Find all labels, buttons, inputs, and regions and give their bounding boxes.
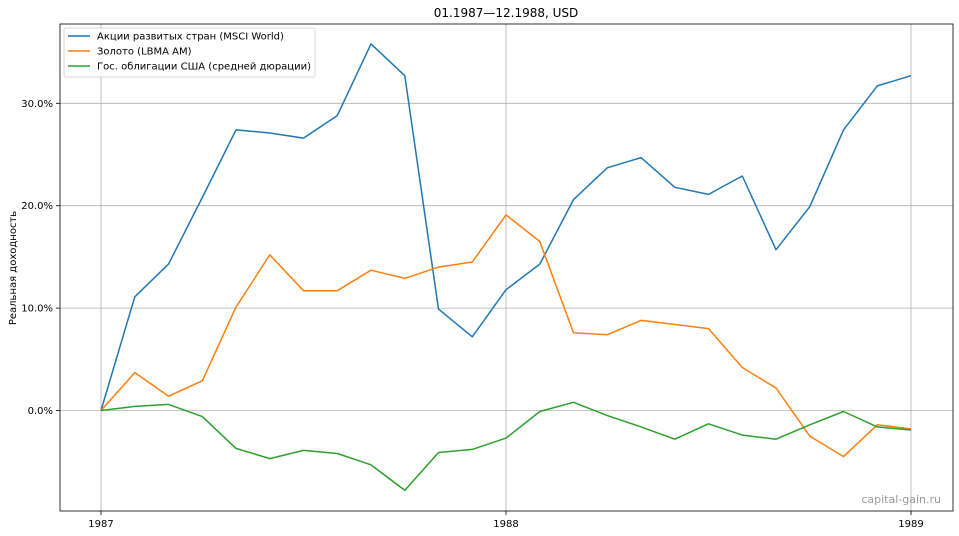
y-tick-label: 20.0% <box>21 201 53 212</box>
series-line-1 <box>100 43 912 411</box>
legend-label: Гос. облигации США (средней дюрации) <box>97 62 311 73</box>
series-line-2 <box>100 214 912 458</box>
plot-frame <box>59 23 954 512</box>
watermark: capital-gain.ru <box>861 493 941 506</box>
legend-label: Акции развитых стран (MSCI World) <box>97 32 284 43</box>
x-tick-label: 1988 <box>493 519 518 530</box>
x-tick-label: 1987 <box>88 519 113 530</box>
series-line-3 <box>100 401 912 492</box>
y-axis-label: Реальная доходность <box>8 211 19 325</box>
axis-layer: 0.0% 10.0% 20.0% 30.0% 1987 1988 1989 <box>21 99 924 530</box>
grid-layer <box>60 24 953 511</box>
legend-box <box>63 27 316 78</box>
y-tick-label: 0.0% <box>28 406 53 417</box>
series-layer <box>100 43 912 492</box>
x-tick-label: 1989 <box>898 519 923 530</box>
y-tick-label: 10.0% <box>21 304 53 315</box>
legend: Акции развитых стран (MSCI World) Золото … <box>63 27 316 78</box>
legend-label: Золото (LBMA AM) <box>97 47 192 58</box>
chart-title: 01.1987—12.1988, USD <box>434 6 579 20</box>
y-tick-label: 30.0% <box>21 99 53 110</box>
